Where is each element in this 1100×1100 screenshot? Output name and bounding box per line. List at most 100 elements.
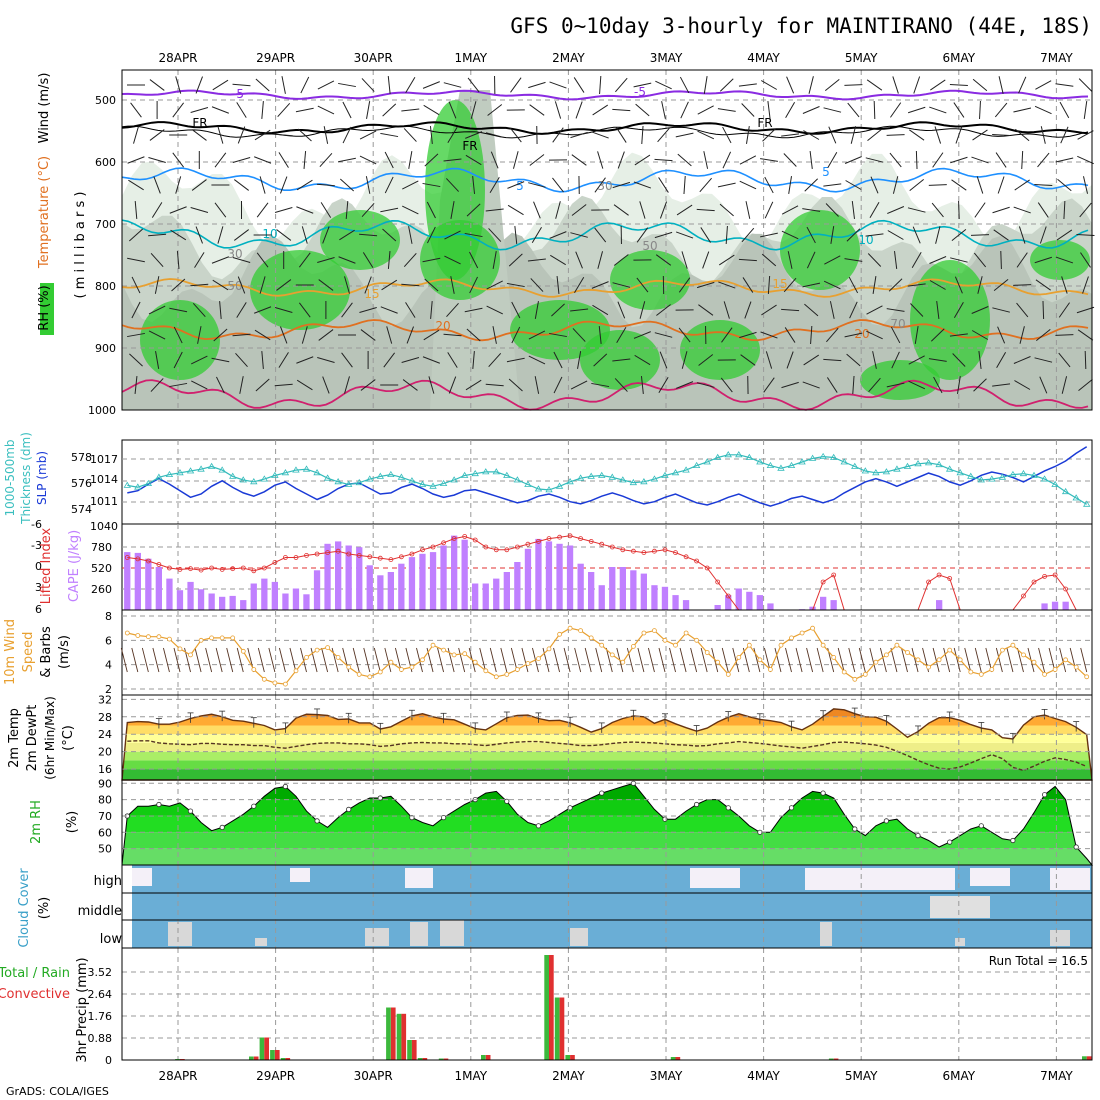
thickness-marker	[207, 462, 216, 469]
wind-barb	[802, 381, 820, 389]
lifted-index-marker	[631, 548, 636, 554]
thickness-marker	[967, 472, 975, 479]
wind-barb	[169, 382, 188, 388]
wind-barb	[1014, 380, 1031, 390]
cape-bar	[408, 557, 416, 610]
wind-barb	[783, 153, 797, 167]
wind-barb	[827, 151, 838, 169]
wind-barb	[879, 647, 887, 673]
rh-marker	[314, 818, 320, 824]
wind-barb	[973, 252, 987, 268]
thickness-marker	[534, 485, 543, 492]
lifted-index-marker	[673, 550, 678, 555]
wind-barb	[549, 231, 567, 239]
wind-speed-marker	[926, 664, 931, 670]
wind-speed-marker	[862, 672, 868, 677]
wind-barb	[892, 76, 899, 94]
wind-label-line4: (m/s)	[57, 635, 72, 669]
wind-barb	[570, 308, 589, 312]
wind-barb	[1077, 329, 1094, 341]
lifted-index-marker	[335, 548, 341, 554]
wind-barb	[281, 76, 286, 94]
wind-barb	[316, 183, 335, 187]
date-label-top: 29APR	[256, 51, 295, 65]
wind-barb	[850, 126, 857, 144]
wind-speed-marker	[978, 672, 984, 677]
wind-barb	[531, 227, 542, 243]
lifted-index-marker	[388, 557, 394, 562]
wind-barb	[490, 151, 499, 169]
convective-bar	[253, 1056, 259, 1060]
wind-barb	[194, 647, 202, 673]
cape-tick: 260	[91, 583, 112, 596]
pressure-tick: 800	[95, 280, 116, 293]
wind-barb	[910, 303, 924, 317]
wind-barb	[511, 326, 521, 344]
wind-barb	[675, 231, 694, 239]
wind-barb	[703, 76, 708, 94]
wind-barb	[844, 156, 862, 164]
wind-barb	[554, 101, 562, 119]
wind-barb	[597, 251, 604, 269]
rh-marker	[662, 816, 668, 822]
wind-barb	[654, 158, 673, 162]
cape-tick: 520	[91, 562, 112, 575]
wind-barb	[1019, 326, 1025, 344]
lifted-index-marker	[567, 533, 573, 539]
wind-barb	[297, 128, 312, 142]
wind-barb	[641, 125, 644, 145]
wind-barb	[511, 301, 521, 319]
temp-tick: 28	[98, 711, 112, 724]
rh-marker	[1010, 837, 1016, 844]
wind-barb	[847, 102, 860, 118]
wind-barb	[740, 354, 756, 366]
wind-barb	[760, 158, 778, 162]
lifted-index-marker	[293, 555, 299, 560]
temp-band	[122, 742, 1092, 752]
lifted-index-marker	[367, 554, 373, 560]
lifted-index-marker	[493, 547, 499, 553]
wind-barb	[866, 305, 883, 315]
wind-barb	[929, 106, 947, 114]
lifted-index-marker	[557, 534, 562, 540]
wind-speed-marker	[493, 674, 499, 680]
cape-bar	[503, 572, 510, 610]
lifted-index-marker	[261, 565, 267, 571]
wind-label-line2: Speed	[21, 632, 36, 673]
wind-barb	[786, 76, 795, 94]
wind-barb	[760, 232, 778, 238]
cloud-gap	[440, 920, 464, 946]
wind-barb	[760, 80, 778, 90]
wind-barb	[612, 282, 631, 288]
wind-barb	[131, 276, 141, 294]
wind-barb	[676, 381, 694, 389]
wind-barb	[382, 228, 397, 242]
cape-bar	[429, 552, 437, 610]
thickness-marker	[945, 465, 954, 472]
wind-barb	[192, 302, 206, 318]
wind-barb	[865, 157, 884, 163]
thickness-marker	[650, 475, 659, 482]
wind-barb	[219, 300, 222, 320]
wind-speed-marker	[356, 672, 362, 677]
wind-barb	[669, 647, 676, 673]
wind-barb	[722, 151, 732, 169]
wind-barb	[993, 229, 1009, 241]
wind-barb	[718, 254, 735, 266]
wind-barb	[763, 377, 775, 393]
wind-barb	[786, 351, 794, 369]
cape-bar	[524, 548, 532, 610]
wind-barb	[403, 128, 417, 142]
li-tick: 0	[35, 560, 42, 573]
date-label-bottom: 3MAY	[650, 1069, 683, 1083]
rh-marker	[693, 801, 700, 808]
wind-barb	[721, 327, 733, 343]
rh-high-blob	[680, 320, 760, 380]
rain-bar	[828, 1058, 834, 1060]
wind-barb	[303, 150, 307, 170]
convective-bar	[570, 1055, 575, 1060]
wind-barb	[534, 301, 539, 319]
rh-marker	[409, 814, 415, 821]
thickness-marker	[271, 471, 279, 478]
wind-barb	[1021, 150, 1024, 170]
